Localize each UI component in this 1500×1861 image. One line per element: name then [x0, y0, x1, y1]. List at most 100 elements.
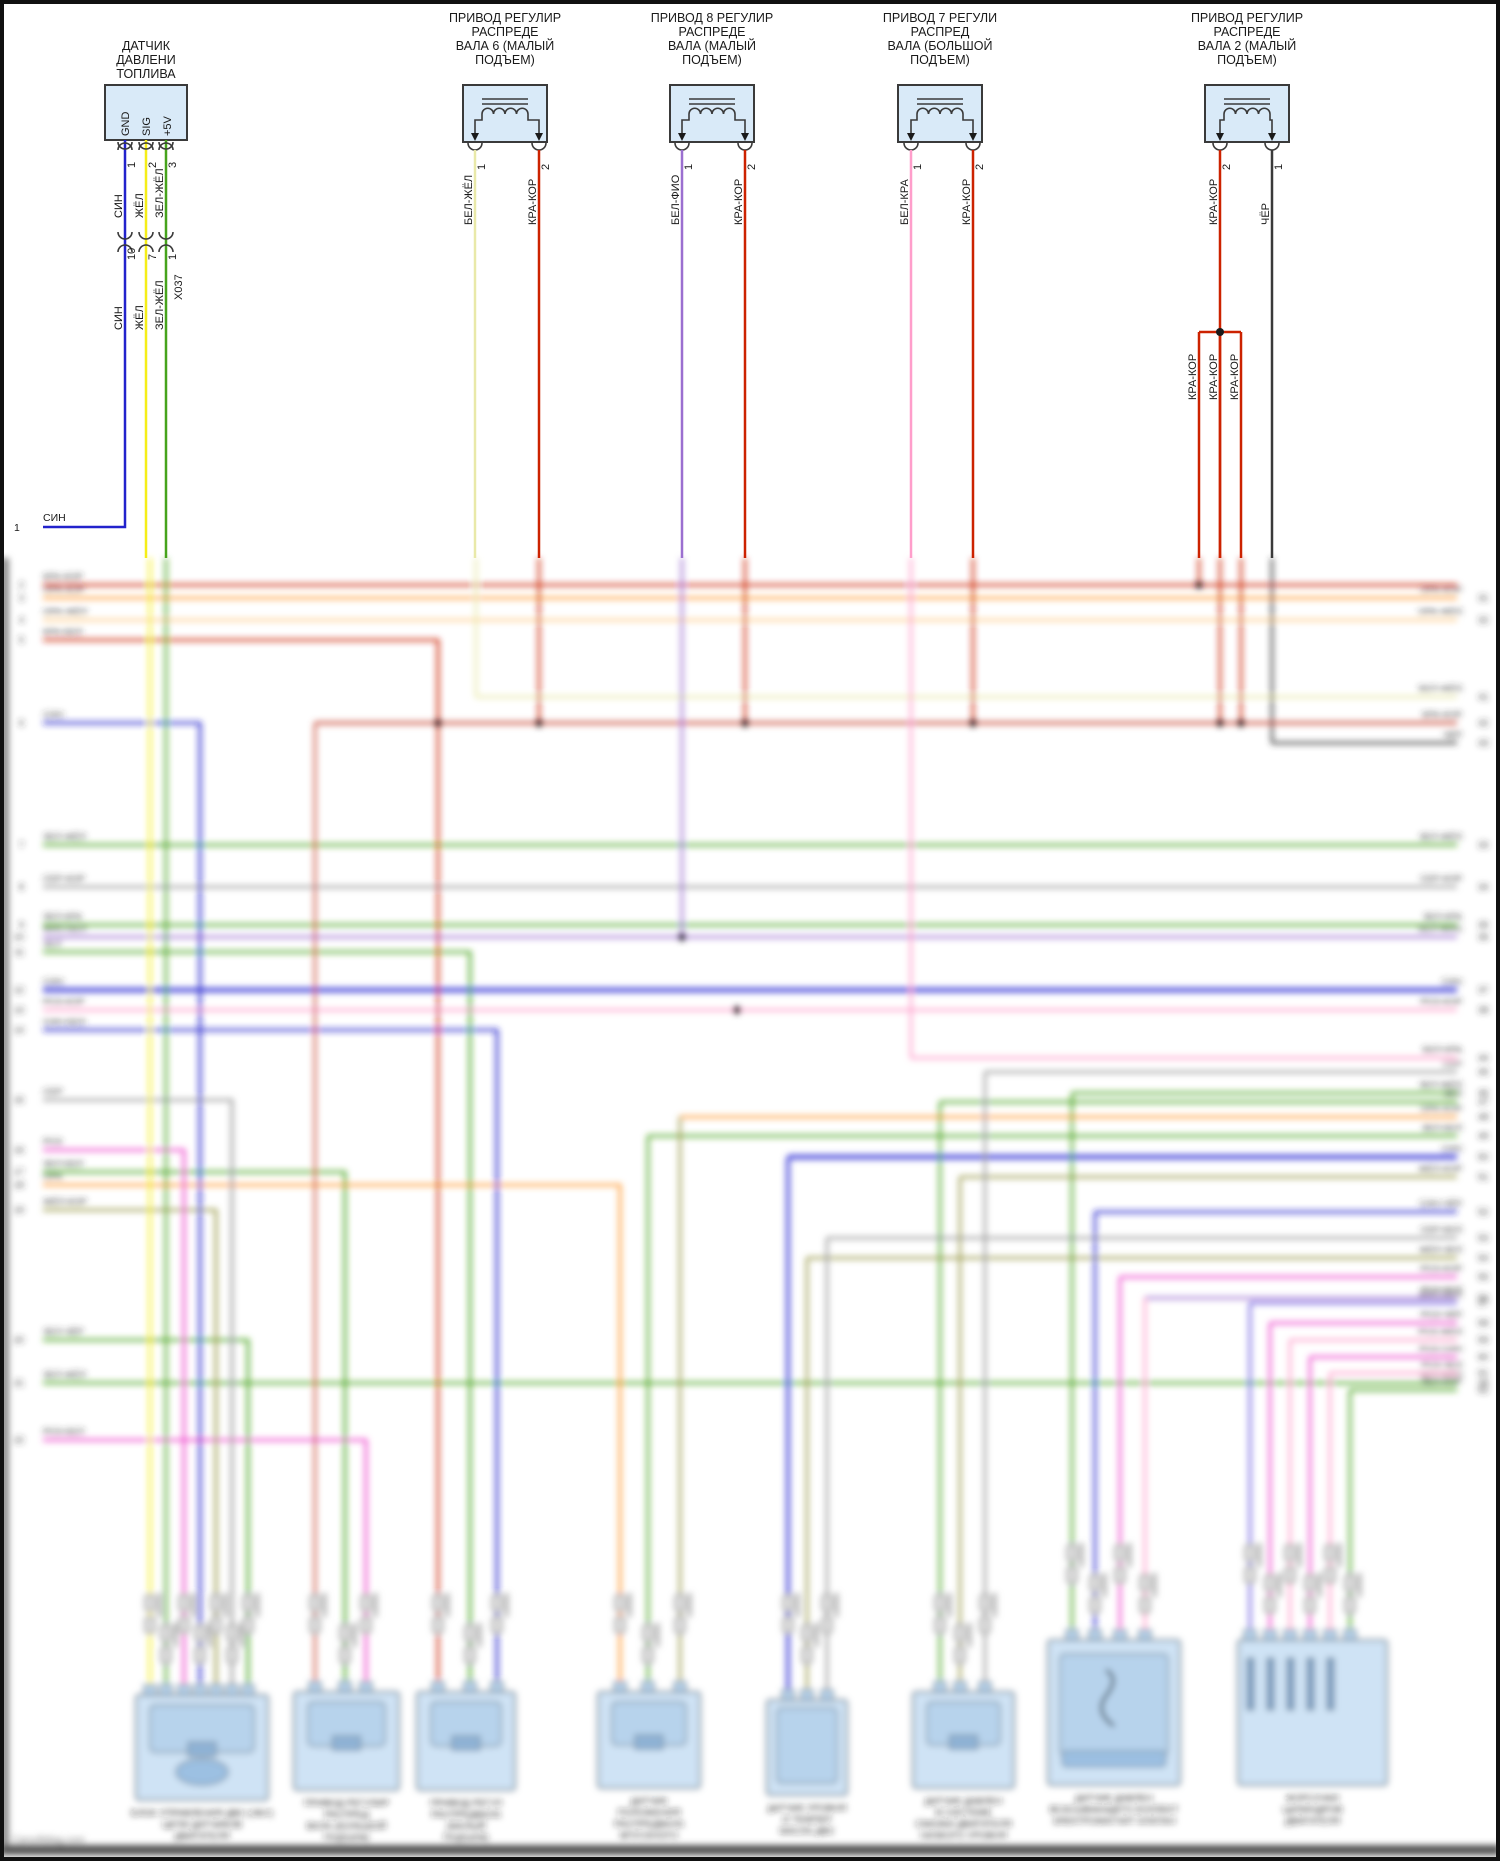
wire-pin-right: 39 [1478, 1378, 1489, 1389]
wire-pin-left: 13 [13, 1005, 24, 1016]
wire-pin-left: 17 [13, 1167, 24, 1178]
sensor-pin-number: 2 [147, 162, 159, 168]
junction-dot [535, 719, 543, 727]
connector-arc [117, 231, 133, 240]
solenoid-title: ПРИВОД 7 РЕГУЛИ [883, 11, 997, 25]
wire-pin-left: 6 [19, 718, 24, 729]
component-caption: РАСПРЕДВАЛА [614, 1819, 684, 1830]
x037-pin-number: 1 [167, 254, 179, 260]
component-caption: ФОРСУНКИ [1286, 1793, 1339, 1804]
inline-connector-label [255, 1593, 260, 1617]
wire-pin-right: 36 [1478, 932, 1489, 943]
solenoid-wire-label: КРА-КОР [733, 179, 745, 225]
wire-label-left: КРА-КОР [43, 572, 83, 583]
inline-connector [954, 1646, 966, 1664]
wire-pin-right: 38 [1478, 1005, 1489, 1016]
solenoid-title: ПОДЪЕМ) [1217, 53, 1277, 67]
inline-connector [954, 1624, 966, 1642]
junction-dot [434, 719, 442, 727]
component-latch [949, 1734, 978, 1750]
inline-connector [801, 1624, 813, 1642]
coil-winding [481, 107, 529, 115]
wire-label-right: СЕР [1442, 1059, 1462, 1070]
junction-dot [1216, 328, 1224, 336]
inline-connector-label [1277, 1573, 1282, 1597]
wire-pin-left: 8 [19, 882, 24, 893]
solenoid-wire-label: БЕЛ-ФИО [670, 174, 682, 225]
sensor-wire-label: СИН [113, 194, 125, 218]
inline-connector [464, 1624, 476, 1642]
inline-connector [614, 1594, 626, 1612]
component-inner [1059, 1653, 1169, 1756]
component-caption: (МАЛЫЙ [446, 1820, 485, 1832]
inline-connector [309, 1594, 321, 1612]
component-bar [1286, 1657, 1295, 1711]
arrowhead [741, 133, 749, 141]
arrowhead [1268, 133, 1276, 141]
inline-connector [242, 1616, 254, 1634]
connector-arc [158, 142, 174, 151]
component: БЛОК УПРАВЛЕНИЯ ДВС (ЭБУ)ЦЕПИ ДАТЧИКОВДВ… [131, 1684, 273, 1842]
wire-label-right: РОЗ-ЧЁР [1421, 1310, 1462, 1321]
inline-connector [432, 1616, 444, 1634]
wire-label-right: КРА-КОР [1422, 710, 1462, 721]
blurred-wiring-section: КРА-КОР 2 ОРА-КОР 3 ОРА-КОР 31 ОРА-ЖЁЛ 4 ОРА-ЖЁЛ… [0, 558, 1500, 1855]
wire-label-right: РОЗ-КОР [1420, 1264, 1462, 1275]
inline-connector [801, 1646, 813, 1664]
wire-label-right: БЕЛ-ЖЁЛ [1419, 684, 1462, 695]
inline-connector-label [239, 1623, 244, 1647]
inline-connector [491, 1616, 503, 1634]
component-symbol [175, 1758, 229, 1786]
wire-label-right: РОЗ-БЕЛ [1421, 1285, 1462, 1296]
connector-arc [117, 142, 133, 151]
wire-label-right: РОЗ-КОР [1420, 997, 1462, 1008]
wire-pin-right: 31 [1478, 593, 1489, 604]
inline-connector [1139, 1596, 1151, 1614]
watermark: Carsoftdiag.com [12, 1835, 85, 1846]
wire-pin-right: 56 [1478, 1293, 1489, 1304]
component-bar [1246, 1657, 1255, 1711]
component-caption: ПОДЪЕМ) [324, 1833, 369, 1844]
sensor-title-line2: ДАВЛЕНИ [116, 53, 176, 67]
solenoid-wire-label: ЧЁР [1260, 203, 1272, 225]
wire-pin-left: 19 [13, 1205, 24, 1216]
component-caption: ВАЛА (БОЛЬШОЙ [307, 1820, 387, 1832]
x037-wire-label: ЖЁЛ [134, 305, 146, 330]
connector-arc [138, 142, 154, 151]
inline-connector [1344, 1596, 1356, 1614]
junction-dot [733, 1006, 741, 1014]
solenoid-title: РАСПРЕД [911, 25, 970, 39]
branch-wire-label: СИН [43, 512, 66, 524]
component-caption: БЛОК УПРАВЛЕНИЯ ДВС (ЭБУ) [131, 1808, 273, 1819]
inline-connector [674, 1594, 686, 1612]
inline-connector [210, 1594, 222, 1612]
component-caption: ЦЕПИ ДАТЧИКОВ [162, 1820, 242, 1831]
component-caption: РАСПРЕД [324, 1810, 369, 1821]
inline-connector-label [1079, 1543, 1084, 1567]
x037-pin-number: 10 [126, 248, 138, 260]
wire-pin-right: 45 [1478, 1067, 1489, 1078]
inline-connector [642, 1646, 654, 1664]
wire-label-left: СИН [43, 977, 64, 988]
inline-connector [979, 1594, 991, 1612]
coil-winding [916, 107, 964, 115]
sensor-pin-5v: +5V [162, 115, 174, 136]
wire-label-right: ЗЕЛ [1444, 1089, 1462, 1100]
component-caption: ДВИГАТЕЛЯ [175, 1831, 230, 1842]
wire-label-right: СИН [1441, 977, 1462, 988]
wire-pin-right: 62 [1478, 1385, 1489, 1396]
inline-connector [464, 1646, 476, 1664]
inline-connector-label [1337, 1543, 1342, 1567]
inline-connector [1114, 1544, 1126, 1562]
inline-connector [194, 1646, 206, 1664]
wire-pin-right: 58 [1478, 1318, 1489, 1329]
wire-pin-left: 7 [19, 840, 24, 851]
wire-label-right: РОЗ-ЗЕЛ [1421, 1360, 1462, 1371]
component-box [1237, 1639, 1388, 1786]
inline-connector [1304, 1596, 1316, 1614]
wire-label-left: КРА-БЕЛ [43, 627, 83, 638]
